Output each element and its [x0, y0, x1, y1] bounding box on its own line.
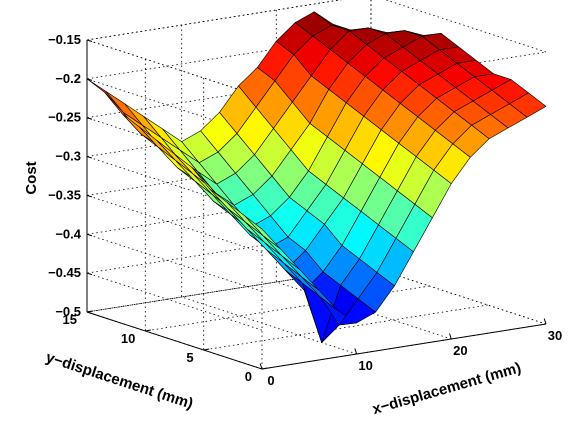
x-tick-label: 30 — [548, 328, 562, 343]
tick-labels: −0.15 −0.2 −0.25 −0.3 −0.35 −0.4 −0.45 −0.5 0 10 2… — [48, 32, 562, 388]
z-tick-label: −0.25 — [48, 110, 81, 125]
box-edge — [261, 51, 547, 98]
z-tick-mark — [86, 194, 93, 198]
surface — [86, 11, 547, 343]
y-tick-mark — [261, 367, 268, 370]
x-tick-mark — [354, 348, 358, 355]
x-tick-label: 20 — [453, 343, 467, 358]
y-tick-mark — [145, 329, 151, 332]
y-tick-mark — [203, 348, 210, 351]
x-tick-mark — [543, 318, 547, 325]
y-tick-mark — [86, 310, 93, 313]
y-axis-label: y−displacement (mm) — [44, 349, 196, 413]
y-tick-label: 0 — [245, 369, 252, 384]
surface-facet — [105, 91, 143, 126]
y-tick-label: 5 — [186, 350, 193, 365]
x-tick-mark — [259, 363, 263, 370]
y-tick-label: 10 — [121, 331, 135, 346]
z-tick-mark — [86, 78, 93, 81]
z-axis-label: Cost — [23, 161, 40, 194]
y-tick-label: 15 — [63, 312, 77, 327]
z-tick-label: −0.4 — [55, 226, 81, 241]
z-tick-label: −0.3 — [55, 149, 81, 164]
z-tick-label: −0.5 — [55, 304, 81, 319]
z-tick-label: −0.15 — [48, 32, 81, 47]
axis-line — [86, 311, 263, 370]
z-tick-mark — [86, 117, 93, 120]
x-tick-label: 0 — [267, 373, 274, 388]
z-tick-label: −0.35 — [48, 187, 81, 202]
z-tick-label: −0.45 — [48, 265, 81, 280]
z-tick-mark — [86, 233, 93, 237]
z-tick-mark — [86, 272, 93, 276]
z-tick-label: −0.2 — [55, 71, 81, 86]
axis-line — [261, 323, 547, 370]
z-tick-mark — [86, 156, 93, 159]
axes-front — [86, 40, 547, 370]
x-tick-label: 10 — [358, 358, 372, 373]
z-tick-mark — [86, 39, 93, 42]
x-tick-mark — [449, 333, 452, 340]
box-edge — [385, 0, 547, 53]
surface-facet — [509, 92, 547, 118]
x-axis-label: x−displacement (mm) — [370, 359, 523, 418]
x-gridline — [181, 25, 357, 355]
